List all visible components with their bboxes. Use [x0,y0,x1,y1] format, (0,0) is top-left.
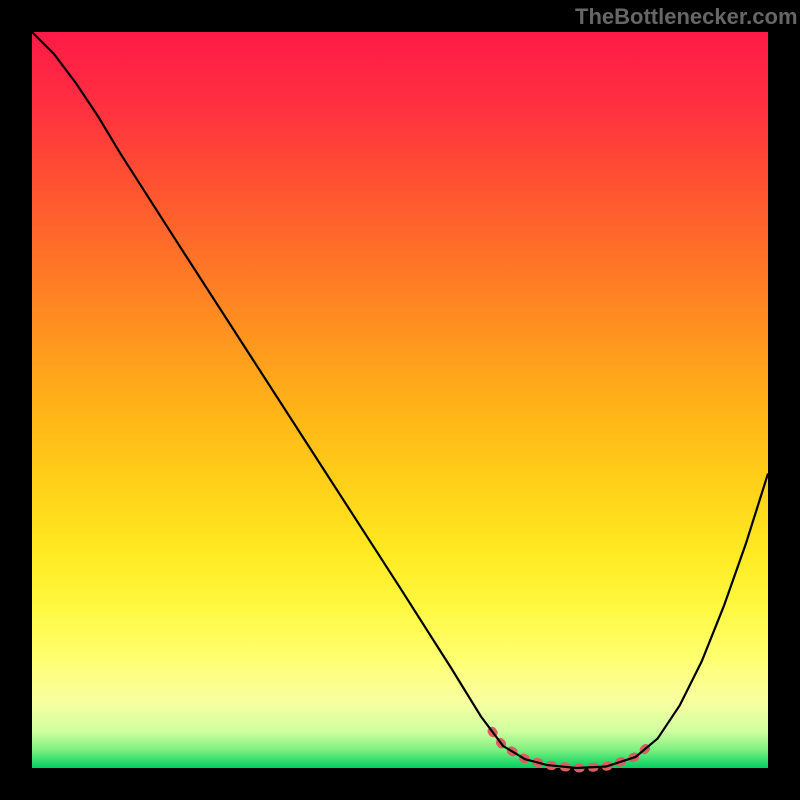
bottleneck-chart [0,0,800,800]
watermark-text: TheBottlenecker.com [575,4,798,30]
gradient-background [32,32,768,768]
